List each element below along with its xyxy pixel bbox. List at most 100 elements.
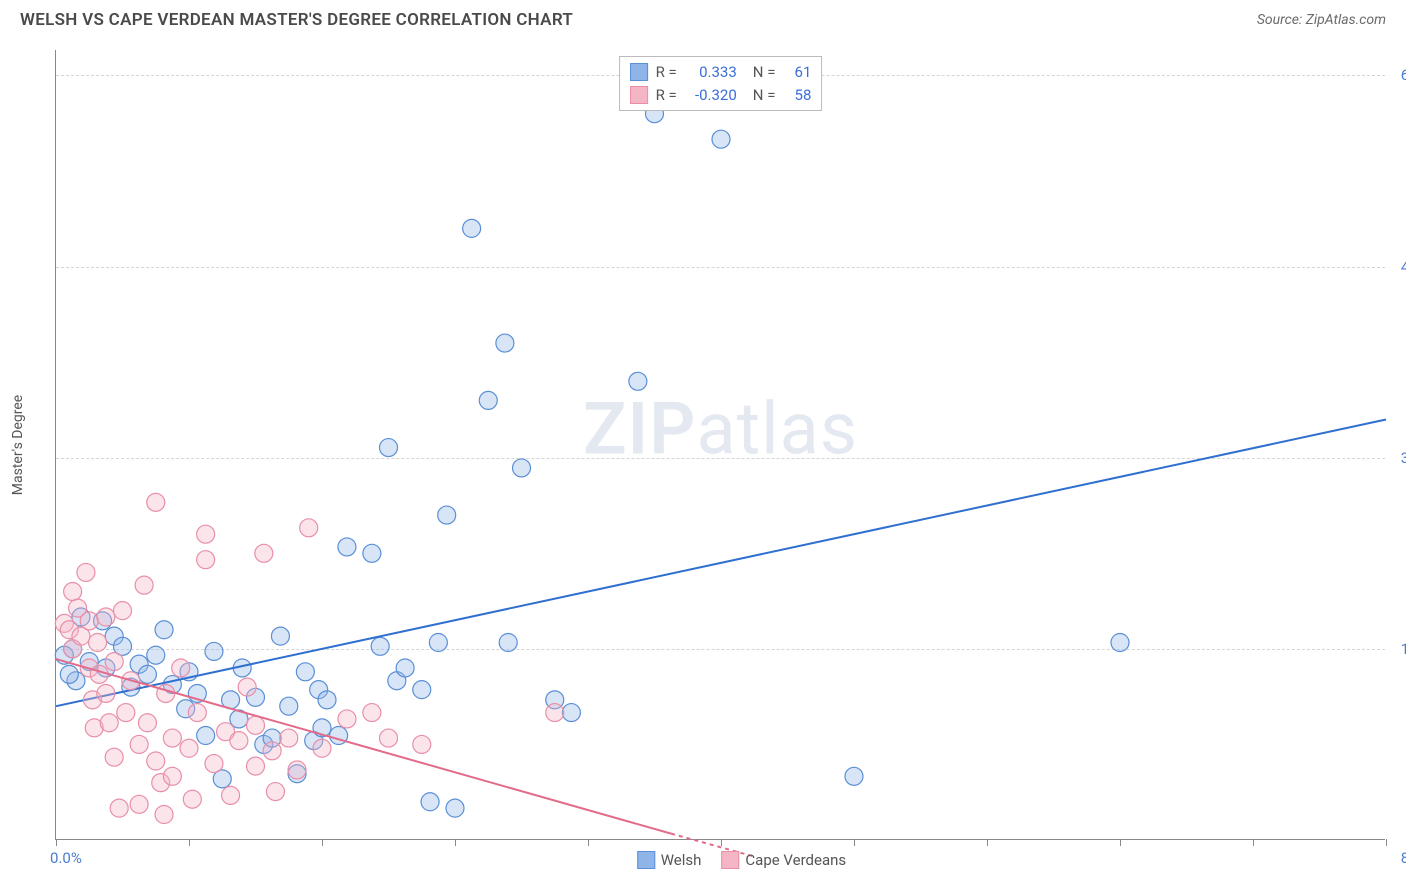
scatter-point [562, 704, 580, 722]
y-tick-label: 15.0% [1401, 640, 1406, 658]
scatter-point [413, 681, 431, 699]
scatter-point [300, 519, 318, 537]
scatter-point [197, 551, 215, 569]
scatter-point [60, 665, 78, 683]
x-tick [322, 839, 323, 846]
scatter-point [238, 678, 256, 696]
scatter-point [90, 665, 108, 683]
stat-r-value: -0.320 [685, 84, 737, 107]
bottom-legend-item: Welsh [637, 851, 702, 869]
scatter-point [371, 637, 389, 655]
y-tick-label: 30.0% [1401, 449, 1406, 467]
stats-legend-box: R = 0.333 N = 61 R = -0.320 N = 58 [619, 56, 823, 111]
scatter-point [1111, 634, 1129, 652]
y-tick-label: 45.0% [1401, 258, 1406, 276]
scatter-point [197, 525, 215, 543]
scatter-point [266, 783, 284, 801]
stat-r-label: R = [656, 61, 677, 84]
scatter-point [363, 704, 381, 722]
scatter-point [313, 739, 331, 757]
legend-swatch [637, 851, 655, 869]
scatter-point [629, 372, 647, 390]
scatter-point [77, 563, 95, 581]
stat-n-label: N = [753, 84, 776, 107]
legend-label: Welsh [661, 851, 702, 869]
chart-header: WELSH VS CAPE VERDEAN MASTER'S DEGREE CO… [0, 0, 1406, 38]
scatter-point [338, 710, 356, 728]
stat-n-label: N = [753, 61, 776, 84]
x-tick [56, 839, 57, 846]
x-tick [455, 839, 456, 846]
x-min-label: 0.0% [50, 849, 82, 867]
bottom-legend-item: Cape Verdeans [721, 851, 846, 869]
scatter-point [110, 799, 128, 817]
x-tick [987, 839, 988, 846]
scatter-point [499, 634, 517, 652]
stat-n-value: 61 [783, 61, 811, 84]
scatter-point [338, 538, 356, 556]
legend-swatch [630, 63, 648, 81]
scatter-point [413, 735, 431, 753]
scatter-point [147, 493, 165, 511]
scatter-point [163, 767, 181, 785]
scatter-point [230, 732, 248, 750]
scatter-point [114, 602, 132, 620]
scatter-point [429, 634, 447, 652]
scatter-point [222, 786, 240, 804]
scatter-point [138, 714, 156, 732]
scatter-point [463, 219, 481, 237]
scatter-svg [56, 50, 1385, 839]
scatter-point [89, 634, 107, 652]
scatter-point [163, 729, 181, 747]
scatter-point [438, 506, 456, 524]
scatter-point [130, 735, 148, 753]
regression-line [56, 420, 1386, 707]
stat-r-value: 0.333 [685, 61, 737, 84]
scatter-point [546, 704, 564, 722]
scatter-point [172, 659, 190, 677]
scatter-point [318, 691, 336, 709]
scatter-point [380, 729, 398, 747]
scatter-point [280, 697, 298, 715]
scatter-point [180, 739, 198, 757]
scatter-point [100, 714, 118, 732]
x-tick [721, 839, 722, 846]
scatter-point [296, 663, 314, 681]
legend-swatch [721, 851, 739, 869]
chart-plot-area: Master's Degree ZIPatlas 15.0%30.0%45.0%… [55, 50, 1385, 840]
scatter-point [157, 684, 175, 702]
scatter-point [288, 761, 306, 779]
x-tick [588, 839, 589, 846]
scatter-point [147, 646, 165, 664]
legend-label: Cape Verdeans [745, 851, 846, 869]
scatter-point [105, 748, 123, 766]
x-tick [1253, 839, 1254, 846]
stat-r-label: R = [656, 84, 677, 107]
chart-title: WELSH VS CAPE VERDEAN MASTER'S DEGREE CO… [20, 10, 573, 30]
bottom-legend: Welsh Cape Verdeans [637, 851, 846, 869]
stat-n-value: 58 [783, 84, 811, 107]
scatter-point [513, 459, 531, 477]
scatter-point [197, 727, 215, 745]
stat-row: R = -0.320 N = 58 [630, 84, 812, 107]
x-max-label: 80.0% [1401, 849, 1406, 867]
legend-swatch [630, 86, 648, 104]
scatter-point [97, 684, 115, 702]
x-tick [189, 839, 190, 846]
scatter-point [205, 755, 223, 773]
stat-row: R = 0.333 N = 61 [630, 61, 812, 84]
scatter-point [155, 806, 173, 824]
scatter-point [496, 334, 514, 352]
scatter-point [255, 544, 273, 562]
scatter-point [130, 795, 148, 813]
x-tick [854, 839, 855, 846]
scatter-point [479, 391, 497, 409]
y-axis-label: Master's Degree [10, 394, 26, 494]
scatter-point [155, 621, 173, 639]
scatter-point [205, 642, 223, 660]
scatter-point [247, 757, 265, 775]
scatter-point [97, 608, 115, 626]
scatter-point [263, 742, 281, 760]
scatter-point [138, 665, 156, 683]
scatter-point [64, 583, 82, 601]
